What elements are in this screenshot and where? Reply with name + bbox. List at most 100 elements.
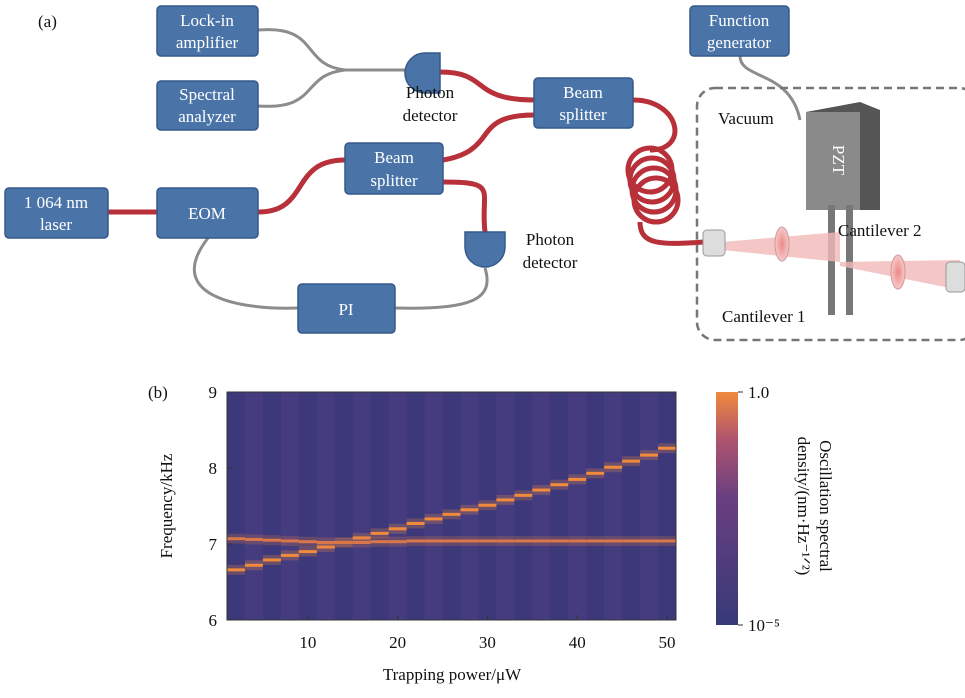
mode-segment xyxy=(478,503,497,507)
mode-segment xyxy=(262,538,281,542)
detector-label: Photon detector xyxy=(523,230,578,272)
mode-segment xyxy=(424,517,443,521)
heatmap-column xyxy=(514,392,533,620)
heatmap-column xyxy=(388,392,407,620)
x-tick-label: 20 xyxy=(389,633,406,652)
svg-text:EOM: EOM xyxy=(188,204,226,223)
vacuum-chamber xyxy=(695,86,965,342)
heatmap-column xyxy=(532,392,551,620)
heatmap-column xyxy=(262,392,281,620)
wire xyxy=(192,237,489,310)
mode-segment xyxy=(352,540,371,544)
panel-label: (a) xyxy=(38,12,57,31)
pzt: PZT xyxy=(806,102,880,315)
photon-detector xyxy=(404,52,441,94)
panel-label: (b) xyxy=(148,383,168,402)
photon-detector xyxy=(464,231,506,268)
mode-segment xyxy=(316,545,335,549)
mode-segment xyxy=(442,512,461,516)
heatmap-column xyxy=(280,392,299,620)
mode-segment xyxy=(568,539,587,543)
mode-segment xyxy=(640,453,659,457)
fiber-end xyxy=(945,261,965,293)
wire xyxy=(257,28,405,108)
lens xyxy=(890,254,906,290)
mode-segment xyxy=(568,477,587,481)
mode-segment xyxy=(496,498,515,502)
svg-text:PI: PI xyxy=(338,300,353,319)
heatmap-column xyxy=(604,392,623,620)
x-tick-label: 30 xyxy=(479,633,496,652)
mode-segment xyxy=(622,459,641,463)
plot-frame xyxy=(226,391,677,621)
cantilever-label: Cantilever 1 xyxy=(722,307,806,326)
box: Function generator xyxy=(689,5,790,57)
heatmap-column xyxy=(640,392,659,620)
heatmap-column xyxy=(334,392,353,620)
mode-segment xyxy=(604,539,623,543)
mode-segment xyxy=(550,539,569,543)
mode-segment xyxy=(227,568,245,572)
box: 1 064 nm laser xyxy=(4,187,109,239)
colorbar-tick-label: 10⁻⁵ xyxy=(748,616,780,635)
mode-segment xyxy=(514,539,533,543)
fiber xyxy=(108,69,535,233)
mode-segment xyxy=(550,483,569,487)
box: Lock-in amplifier xyxy=(156,5,259,57)
heatmap-column xyxy=(442,392,461,620)
mode-segment xyxy=(604,465,623,469)
mode-segment xyxy=(514,493,533,497)
heatmap-column xyxy=(316,392,335,620)
cantilever-label: Cantilever 2 xyxy=(838,221,922,240)
box: Beam splitter xyxy=(533,77,634,129)
mode-segment xyxy=(370,531,389,535)
y-tick-label: 6 xyxy=(209,611,218,630)
heatmap-column xyxy=(244,392,263,620)
x-tick-label: 50 xyxy=(659,633,676,652)
heatmap-column xyxy=(460,392,479,620)
heatmap-column xyxy=(298,392,317,620)
mode-segment xyxy=(478,539,497,543)
mode-segment xyxy=(244,563,263,567)
heatmap-column xyxy=(352,392,371,620)
mode-segment xyxy=(280,539,299,543)
mode-segment xyxy=(442,539,461,543)
mode-segment xyxy=(406,521,425,525)
heatmap-column xyxy=(370,392,389,620)
heatmap-column xyxy=(550,392,569,620)
mode-segment xyxy=(388,527,407,531)
mode-segment xyxy=(586,471,605,475)
mode-segment xyxy=(298,540,317,544)
heatmap-column xyxy=(227,392,245,620)
y-tick-label: 8 xyxy=(209,459,218,478)
fiber-coil xyxy=(625,145,681,225)
y-tick-label: 7 xyxy=(209,535,218,554)
heatmap-column xyxy=(496,392,515,620)
heatmap-column xyxy=(622,392,641,620)
colorbar xyxy=(716,392,738,625)
mode-segment xyxy=(460,508,479,512)
x-axis-label: Trapping power/μW xyxy=(383,665,522,684)
mode-segment xyxy=(622,539,641,543)
x-tick-label: 40 xyxy=(569,633,586,652)
svg-text:PZT: PZT xyxy=(829,145,848,176)
mode-segment xyxy=(658,539,676,543)
box: PI xyxy=(297,283,396,334)
lens xyxy=(774,226,790,262)
wire xyxy=(738,55,802,121)
mode-segment xyxy=(658,446,676,450)
vacuum-label: Vacuum xyxy=(718,109,774,128)
mode-segment xyxy=(370,540,389,544)
box: EOM xyxy=(156,187,259,239)
x-tick-label: 10 xyxy=(299,633,316,652)
mode-segment xyxy=(388,540,407,544)
mode-segment xyxy=(244,537,263,541)
mode-segment xyxy=(532,488,551,492)
mode-segment xyxy=(424,539,443,543)
mode-segment xyxy=(334,540,353,544)
mode-segment xyxy=(316,540,335,544)
mode-segment xyxy=(406,539,425,543)
fiber-end xyxy=(702,229,726,257)
heatmap-column xyxy=(568,392,587,620)
